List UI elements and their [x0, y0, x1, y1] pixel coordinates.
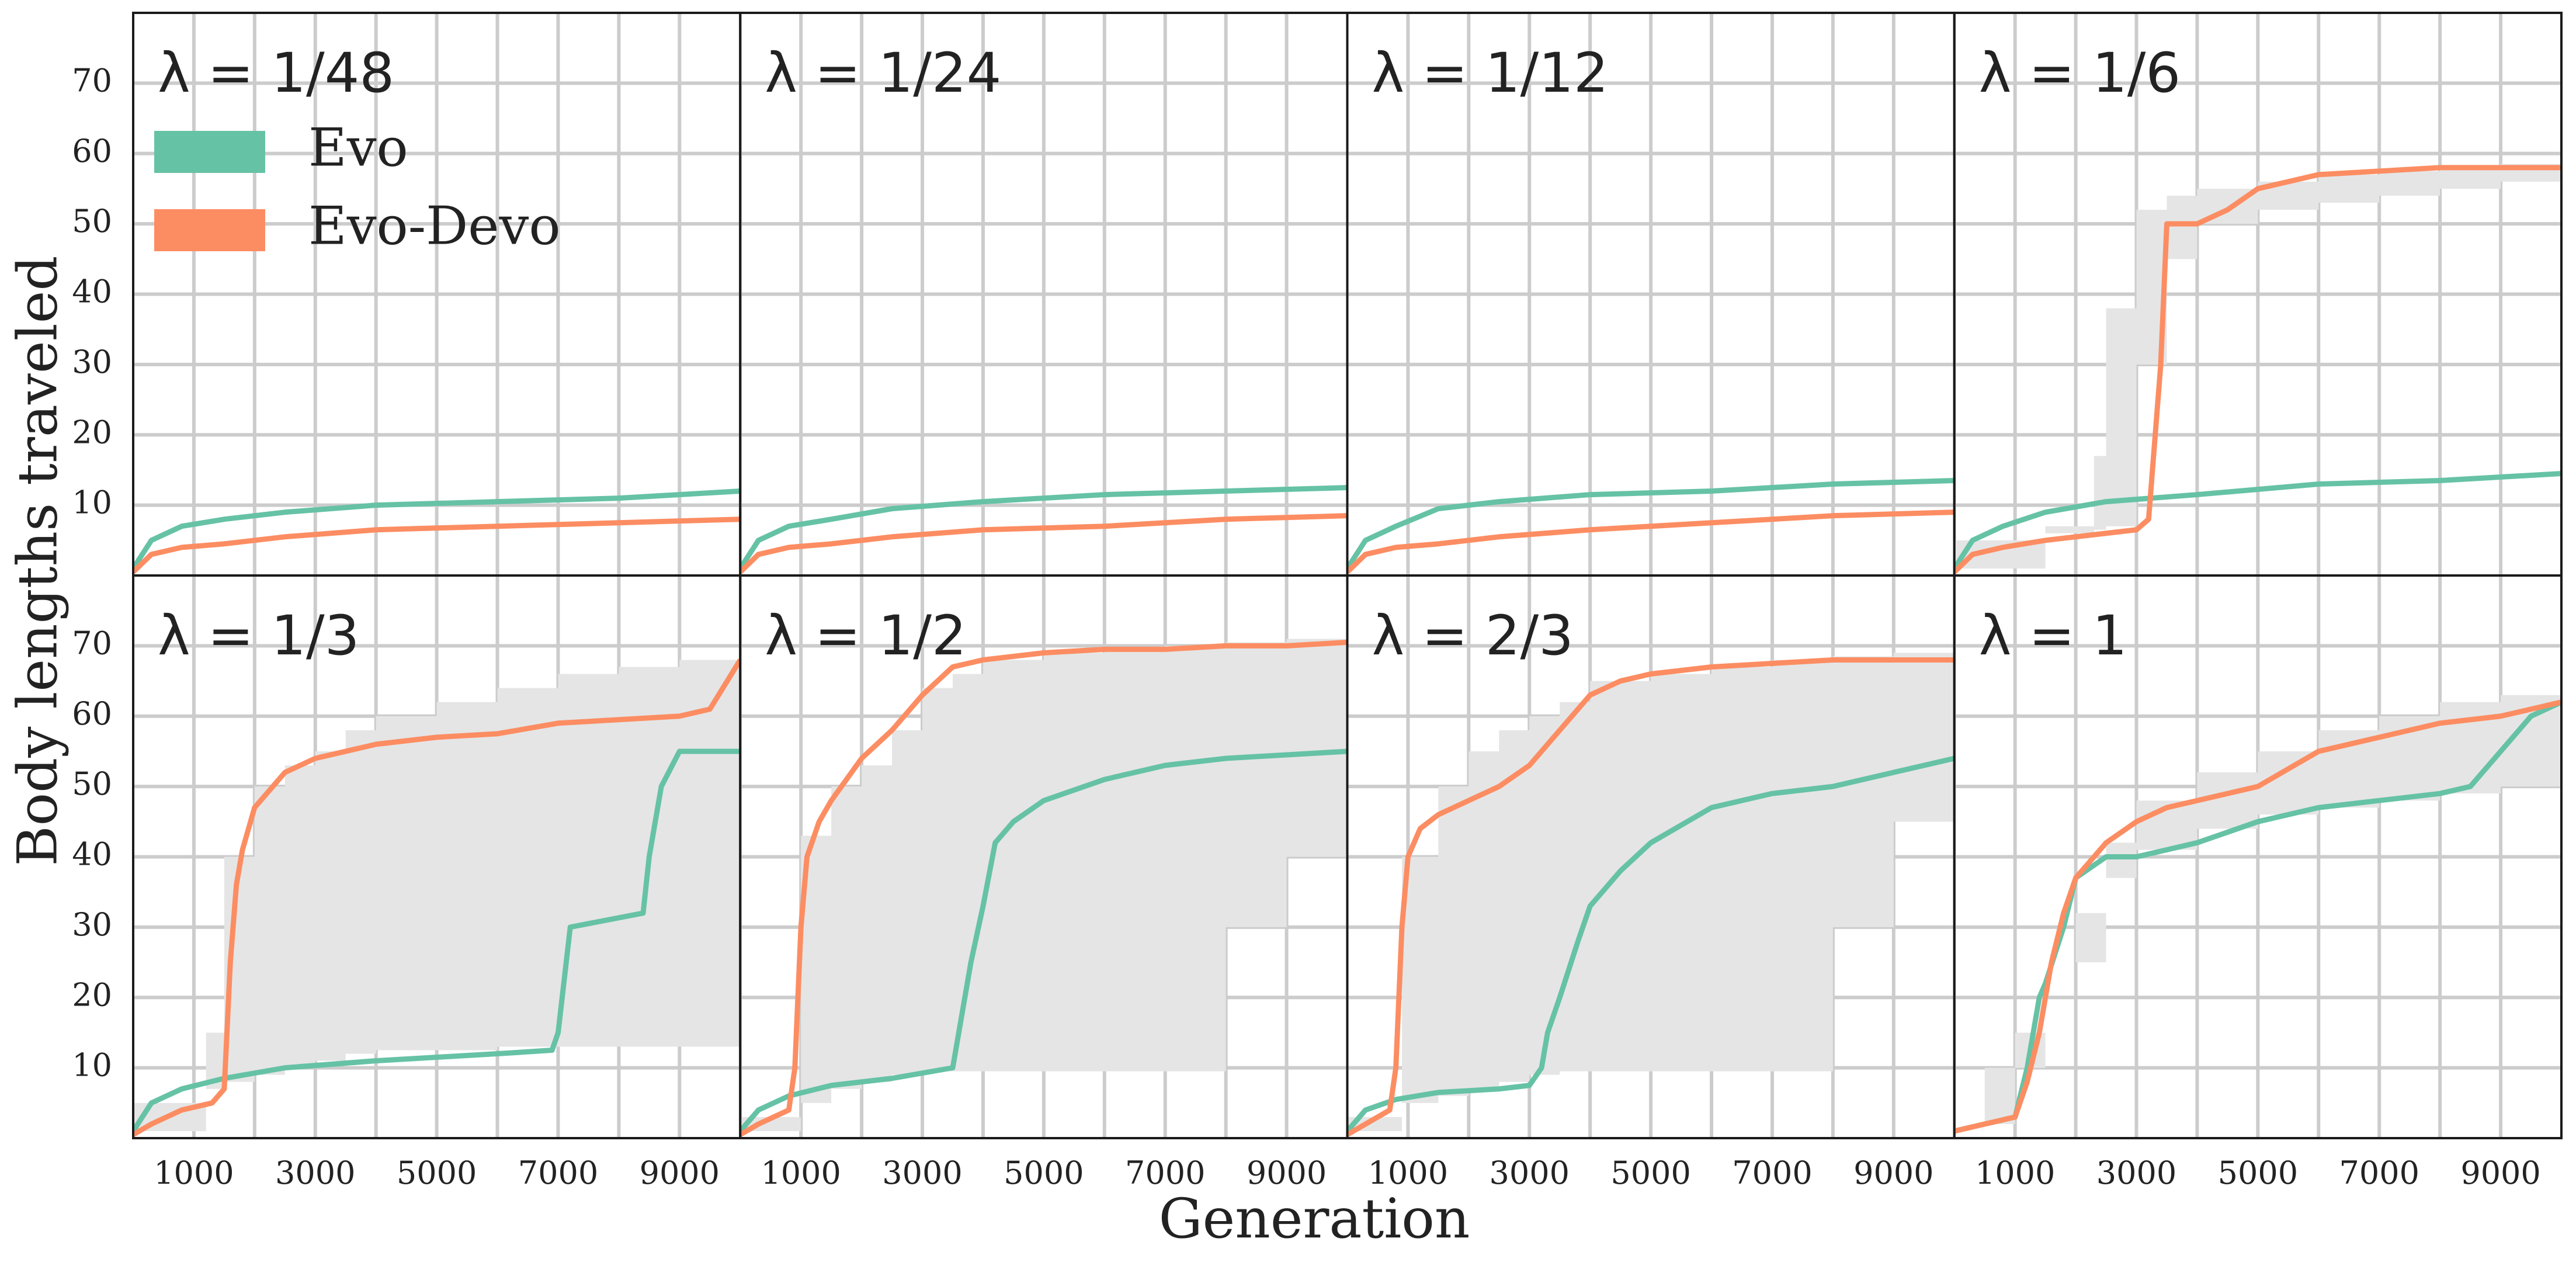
y-tick-label: 60 — [72, 695, 112, 732]
plot-area — [1954, 160, 2561, 575]
x-tick-label: 9000 — [1247, 1154, 1327, 1191]
plot-area — [740, 639, 1348, 1138]
panel-title: λ = 1/24 — [765, 41, 1001, 105]
x-tick-label: 3000 — [1490, 1154, 1570, 1191]
panel-7: λ = 2/3 1000 3000 5000 7000 9000 — [1346, 574, 1956, 1191]
y-tick-label: 60 — [72, 133, 112, 169]
x-tick-label: 3000 — [275, 1154, 355, 1191]
x-tick-label: 9000 — [640, 1154, 720, 1191]
series-line-evo-devo — [1954, 165, 2561, 574]
x-tick-label: 7000 — [2339, 1154, 2419, 1191]
panel-title: λ = 1/48 — [158, 41, 394, 105]
confidence-band — [1954, 160, 2561, 575]
series-line-evo — [740, 485, 1348, 570]
legend-swatch-evo — [154, 131, 265, 173]
panel-title: λ = 1/2 — [765, 604, 966, 668]
confidence-band — [1347, 653, 1954, 1138]
plot-area — [1347, 477, 1954, 574]
x-tick-label: 5000 — [397, 1154, 477, 1191]
panel-3: λ = 1/12 — [1346, 12, 1956, 577]
y-tick-label: 50 — [72, 203, 112, 240]
legend-label: Evo-Devo — [308, 195, 561, 256]
series-line-evo — [1954, 470, 2561, 570]
plot-area — [133, 653, 741, 1138]
y-tick-label: 10 — [72, 1047, 112, 1084]
series-line-evo-devo — [133, 516, 741, 574]
legend-swatch-evo-devo — [154, 209, 265, 251]
plot-area — [1347, 653, 1954, 1138]
confidence-band — [740, 639, 1348, 1138]
series-line-evo — [1954, 699, 2561, 1134]
panel-8: λ = 1 1000 3000 5000 7000 9000 — [1953, 574, 2563, 1191]
panel-2: λ = 1/24 — [739, 12, 1349, 577]
y-tick-label: 40 — [72, 273, 112, 310]
panel-title: λ = 1/12 — [1372, 41, 1609, 105]
series-line-evo-devo — [133, 658, 741, 1137]
panel-1: λ = 1/48 10 20 30 40 50 60 70 Evo Evo-Devo — [72, 12, 742, 577]
x-tick-label: 7000 — [518, 1154, 598, 1191]
x-tick-label: 5000 — [1610, 1154, 1690, 1191]
x-tick-label: 1000 — [1975, 1154, 2055, 1191]
x-tick-label: 7000 — [1732, 1154, 1812, 1191]
y-tick-label: 30 — [72, 906, 112, 943]
panel-title: λ = 1 — [1979, 604, 2127, 668]
panel-title: λ = 2/3 — [1372, 604, 1574, 668]
y-tick-label: 20 — [72, 414, 112, 450]
series-line-evo-devo — [740, 513, 1348, 574]
plot-area — [1954, 688, 2561, 1138]
series-line-evo-devo — [1954, 699, 2561, 1134]
confidence-band — [1954, 688, 2561, 1138]
panel-title: λ = 1/6 — [1979, 41, 2181, 105]
series-line-evo-devo — [1347, 657, 1954, 1137]
x-tick-label: 3000 — [882, 1154, 962, 1191]
series-line-evo-devo — [740, 639, 1348, 1137]
y-axis-label: Body lengths traveled — [6, 255, 70, 866]
y-tick-label: 10 — [72, 484, 112, 521]
series-line-evo — [133, 748, 741, 1133]
x-tick-label: 9000 — [2460, 1154, 2540, 1191]
series-line-evo — [133, 488, 741, 570]
panel-title: λ = 1/3 — [158, 604, 359, 668]
series-line-evo — [1347, 755, 1954, 1133]
panel-4: λ = 1/6 — [1953, 12, 2563, 577]
y-tick-label: 40 — [72, 836, 112, 873]
y-tick-label: 20 — [72, 976, 112, 1013]
panel-6: λ = 1/2 1000 3000 5000 7000 9000 — [739, 574, 1349, 1191]
x-tick-label: 1000 — [1368, 1154, 1448, 1191]
x-tick-label: 1000 — [761, 1154, 841, 1191]
y-tick-label: 70 — [72, 625, 112, 661]
x-tick-label: 5000 — [2218, 1154, 2298, 1191]
x-tick-label: 9000 — [1853, 1154, 1933, 1191]
plot-area — [740, 485, 1348, 574]
series-line-evo — [740, 748, 1348, 1133]
x-tick-label: 7000 — [1125, 1154, 1205, 1191]
y-tick-label: 70 — [72, 62, 112, 99]
y-tick-label: 50 — [72, 765, 112, 802]
x-tick-label: 3000 — [2096, 1154, 2176, 1191]
panel-frame — [1953, 574, 2563, 1139]
plot-area — [133, 488, 741, 574]
panel-5: λ = 1/3 10 20 30 40 50 60 70 1000 3000 5000 7000 900… — [72, 574, 742, 1191]
x-axis-label: Generation — [1159, 1187, 1470, 1251]
legend: Evo Evo-Devo — [154, 117, 561, 256]
series-line-evo-devo — [1347, 509, 1954, 574]
x-tick-label: 5000 — [1004, 1154, 1084, 1191]
legend-label: Evo — [308, 117, 408, 178]
series-line-evo — [1347, 477, 1954, 570]
y-tick-label: 30 — [72, 344, 112, 380]
x-tick-label: 1000 — [154, 1154, 234, 1191]
